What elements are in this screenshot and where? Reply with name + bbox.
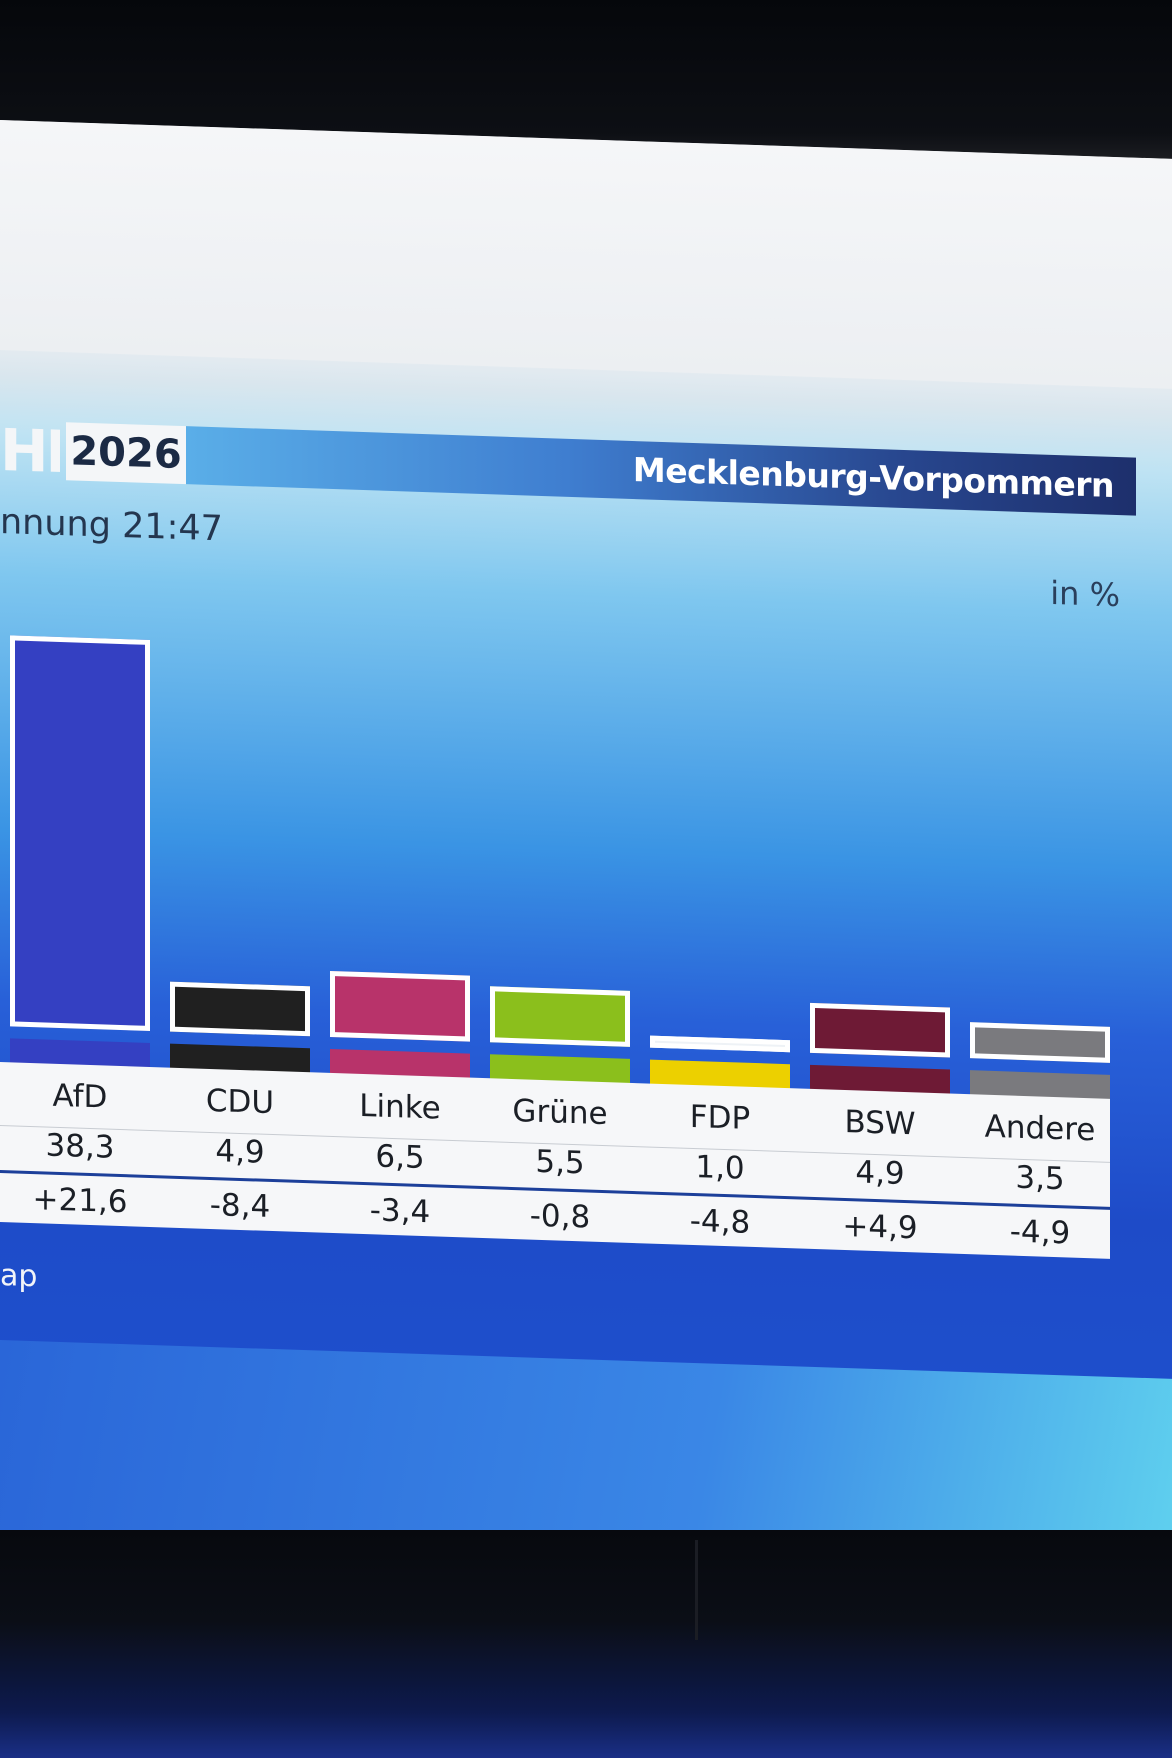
party-label: BSW: [844, 1104, 916, 1143]
vote-share-value: 5,5: [535, 1143, 585, 1182]
vote-share-value: 38,3: [45, 1127, 115, 1166]
bar-andere: [970, 1022, 1110, 1063]
change-value: -3,4: [369, 1192, 431, 1231]
bar-cdu: [170, 981, 310, 1037]
party-label: Linke: [359, 1087, 441, 1127]
stage-floor: [0, 1530, 1172, 1758]
change-value: -4,9: [1009, 1213, 1071, 1252]
party-label: Andere: [984, 1108, 1096, 1149]
bar-linke: [330, 970, 470, 1042]
party-label: AfD: [52, 1077, 108, 1116]
change-value: -0,8: [529, 1197, 591, 1236]
bar-afd: [10, 635, 150, 1031]
vote-share-value: 4,9: [855, 1154, 905, 1193]
bar-fdp: [650, 1035, 790, 1053]
change-value: -4,8: [689, 1202, 751, 1241]
change-value: +21,6: [32, 1181, 128, 1221]
tv-screen: HL 2026 Mecklenburg-Vorpommern nnung 21:…: [0, 120, 1172, 1579]
vote-share-value: 6,5: [375, 1138, 425, 1177]
party-label: CDU: [205, 1082, 275, 1122]
vote-share-value: 3,5: [1015, 1159, 1065, 1198]
party-label: FDP: [689, 1098, 751, 1137]
change-value: -8,4: [209, 1186, 271, 1225]
party-label: Grüne: [512, 1092, 608, 1133]
vote-share-value: 1,0: [695, 1149, 745, 1187]
source-label: ap: [0, 1258, 38, 1295]
change-value: +4,9: [842, 1207, 918, 1247]
bar-bsw: [810, 1002, 950, 1058]
bar-grüne: [490, 986, 630, 1047]
vote-share-value: 4,9: [215, 1133, 265, 1171]
panel-seam: [695, 1540, 698, 1640]
